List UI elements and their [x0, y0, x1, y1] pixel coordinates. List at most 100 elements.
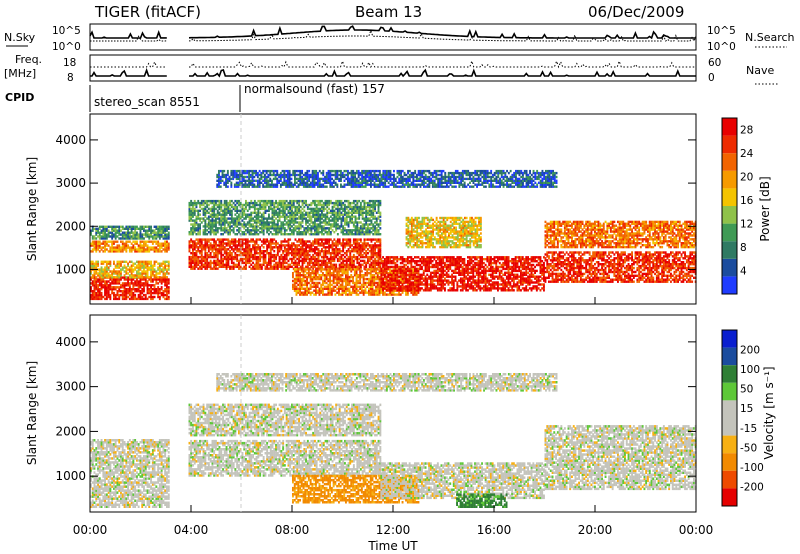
- heat-cell-182: [123, 290, 126, 293]
- heat-cell-1740: [269, 238, 272, 241]
- heat-cell-1551: [243, 257, 246, 261]
- heat-cell-1104: [153, 237, 156, 240]
- heat-cell-332: [153, 295, 156, 299]
- heat-cell-4303: [352, 268, 354, 271]
- heat-cell-1871: [291, 242, 293, 245]
- heat-cell-1275: [204, 265, 207, 268]
- heat-cell-1443: [227, 257, 230, 261]
- heat-cell-1399: [220, 244, 223, 247]
- heat-cell-2599: [204, 213, 207, 216]
- heat-cell-2438: [375, 263, 378, 266]
- heat-cell-935: [98, 225, 101, 228]
- heat-cell-2302: [354, 244, 357, 247]
- heat-cell-2267: [349, 250, 352, 253]
- heat-cell-3282: [294, 225, 297, 228]
- heat-cell-1918: [298, 240, 300, 243]
- heat-cell-1797: [280, 257, 283, 261]
- heat-cell-54: [98, 291, 101, 295]
- heat-cell-985: [114, 229, 117, 232]
- heat-cell-381: [164, 290, 167, 293]
- heat-cell-1364: [216, 267, 219, 270]
- heat-cell-802: [127, 246, 129, 249]
- heat-cell-2301: [354, 246, 357, 249]
- heat-cell-797: [125, 248, 128, 251]
- heat-cell-2053: [317, 242, 320, 245]
- heat-cell-319: [150, 288, 152, 291]
- heat-cell-1525: [239, 259, 242, 263]
- heat-cell-141: [114, 282, 117, 285]
- heat-cell-1393: [220, 255, 223, 259]
- heat-cell-190: [125, 295, 128, 299]
- heat-cell-4389: [368, 272, 370, 275]
- heat-cell-2723: [220, 213, 223, 216]
- heat-cell-1559: [245, 265, 247, 268]
- heat-cell-318: [150, 290, 152, 293]
- heat-cell-1279: [204, 257, 207, 261]
- heat-cell-1603: [250, 253, 253, 257]
- heat-cell-2163: [333, 244, 336, 247]
- heat-cell-1604: [250, 252, 253, 255]
- heat-cell-1805: [282, 267, 285, 270]
- heat-cell-2694: [216, 217, 219, 220]
- heat-cell-1394: [220, 253, 223, 257]
- heat-cell-2337: [359, 255, 362, 259]
- heat-cell-2284: [352, 263, 355, 266]
- heat-cell-1181: [190, 244, 193, 247]
- heat-cell-2577: [202, 233, 205, 236]
- heat-cell-2678: [215, 227, 217, 230]
- heat-cell-4895: [406, 273, 409, 276]
- heat-cell-2636: [209, 219, 212, 222]
- heat-cell-1517: [238, 250, 240, 253]
- heat-cell-2280: [351, 250, 353, 253]
- heat-cell-96: [105, 284, 108, 287]
- heat-cell-240: [134, 284, 137, 287]
- heat-cell-1904: [296, 246, 299, 249]
- heat-cell-676: [160, 262, 163, 265]
- heat-cell-1420: [223, 250, 226, 253]
- heat-cell-3497: [321, 203, 323, 207]
- heat-cell-1305: [207, 263, 210, 266]
- heat-cell-1223: [195, 242, 198, 245]
- heat-cell-4191: [334, 281, 337, 285]
- heat-cell-1562: [245, 259, 247, 263]
- heat-cell-832: [139, 246, 142, 249]
- heat-cell-1303: [206, 238, 209, 241]
- heat-cell-3938: [292, 283, 294, 287]
- heat-cell-681: [162, 268, 165, 271]
- heat-cell-2681: [215, 221, 217, 224]
- heat-cell-940: [100, 225, 103, 228]
- heat-cell-3013: [259, 199, 262, 203]
- heat-cell-770: [114, 248, 117, 251]
- heat-cell-1062: [139, 235, 142, 238]
- heat-cell-1596: [248, 246, 251, 249]
- heat-cell-13: [91, 290, 94, 293]
- heat-cell-819: [134, 246, 137, 249]
- heat-cell-652: [153, 270, 156, 273]
- heat-cell-360: [158, 288, 161, 291]
- heat-cell-1689: [262, 240, 265, 243]
- heat-cell-2505: [192, 231, 194, 234]
- heat-cell-2647: [211, 223, 214, 226]
- heat-cell-1810: [282, 257, 285, 261]
- heat-cell-1069: [141, 235, 144, 238]
- heat-cell-513: [116, 264, 119, 267]
- heat-cell-2185: [336, 244, 339, 247]
- heat-cell-1243: [199, 250, 201, 253]
- heat-cell-4042: [307, 268, 310, 271]
- heat-cell-699: [167, 272, 170, 275]
- heat-cell-929: [97, 227, 99, 230]
- heat-cell-1605: [250, 250, 253, 253]
- heat-cell-716: [93, 242, 96, 245]
- heat-cell-2020: [314, 257, 316, 261]
- heat-cell-1007: [121, 225, 124, 228]
- cpid-mode-1: stereo_scan 8551: [94, 95, 200, 109]
- heat-cell-443: [97, 260, 99, 263]
- heat-cell-2160: [333, 252, 336, 255]
- heat-cell-1584: [246, 242, 249, 245]
- heat-cell-1906: [296, 240, 299, 243]
- heat-cell-2140: [331, 267, 334, 270]
- heat-cell-191: [125, 293, 128, 297]
- heat-cell-1667: [259, 250, 262, 253]
- heat-cell-3321: [298, 199, 300, 203]
- heat-cell-3572: [331, 205, 334, 209]
